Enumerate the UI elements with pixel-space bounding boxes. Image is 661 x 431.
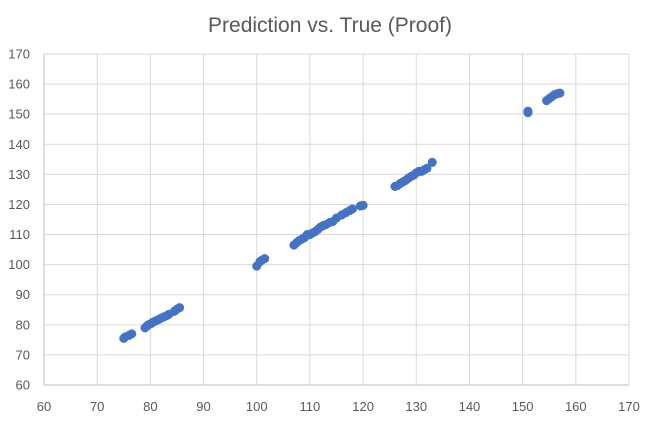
x-tick-label: 100: [246, 399, 268, 414]
x-tick-label: 60: [37, 399, 51, 414]
y-axis-tick-labels: 60 70 80 90 100 110 120 130 140 150 160 170: [8, 47, 30, 393]
x-tick-label: 120: [352, 399, 374, 414]
x-tick-label: 140: [459, 399, 481, 414]
x-tick-label: 110: [300, 399, 321, 414]
chart-title: Prediction vs. True (Proof): [208, 14, 452, 37]
y-tick-label: 80: [16, 317, 30, 332]
y-tick-label: 160: [8, 77, 30, 92]
y-tick-label: 120: [8, 197, 30, 212]
x-tick-label: 150: [512, 399, 534, 414]
data-point: [523, 108, 533, 118]
data-point: [347, 204, 358, 214]
data-point: [358, 200, 368, 210]
y-tick-label: 100: [8, 257, 30, 272]
y-tick-label: 130: [8, 167, 30, 182]
y-tick-label: 90: [16, 287, 30, 302]
data-point: [422, 163, 432, 173]
data-point: [555, 88, 565, 98]
y-tick-label: 110: [9, 227, 30, 242]
x-axis-tick-labels: 60 70 80 90 100 110 120 130 140 150 160 170: [37, 399, 640, 414]
y-tick-label: 140: [8, 137, 30, 152]
y-tick-label: 170: [8, 47, 30, 62]
y-tick-label: 150: [8, 107, 30, 122]
data-points: [119, 88, 565, 343]
x-tick-label: 70: [90, 399, 104, 414]
data-point: [175, 303, 185, 313]
x-tick-label: 130: [405, 399, 427, 414]
x-tick-label: 80: [143, 399, 157, 414]
x-tick-label: 170: [618, 399, 640, 414]
axes: [43, 54, 629, 386]
data-point: [260, 254, 270, 264]
y-tick-label: 60: [16, 378, 30, 393]
x-tick-label: 160: [565, 399, 587, 414]
x-tick-label: 90: [196, 399, 210, 414]
y-tick-label: 70: [16, 347, 30, 362]
data-point: [127, 329, 137, 339]
data-point: [427, 157, 437, 167]
